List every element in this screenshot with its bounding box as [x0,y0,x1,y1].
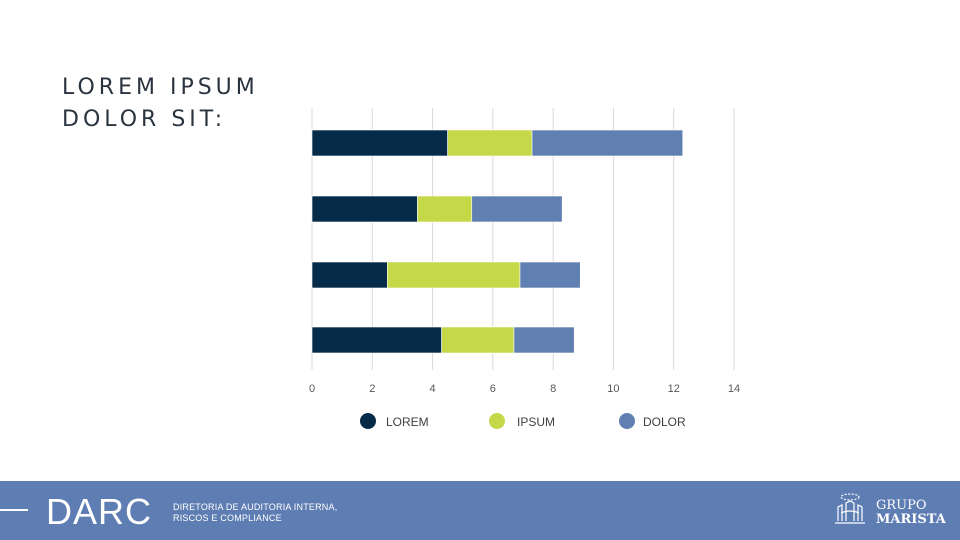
bar-segment-lorem [311,129,448,157]
bar-segment-ipsum [387,261,521,289]
bar-segment-lorem [311,195,418,223]
brand-line-2: MARISTA [876,512,946,527]
legend-label-ipsum: IPSUM [517,415,555,429]
bar-segment-dolor [513,326,575,354]
legend-marker-lorem [360,413,376,429]
chart-legend: LOREM IPSUM DOLOR [360,413,686,429]
x-tick-label: 4 [430,383,436,395]
legend-label-dolor: DOLOR [643,415,686,429]
x-tick-label: 8 [550,383,556,395]
bar-segment-dolor [519,261,581,289]
bar-segment-ipsum [447,129,533,157]
x-tick-label: 6 [490,383,496,395]
brand-name: GRUPO MARISTA [876,499,946,527]
x-tick-label: 14 [728,383,740,395]
title-line-1: LOREM IPSUM [62,75,259,100]
bar-segment-ipsum [417,195,473,223]
org-name: DIRETORIA DE AUDITORIA INTERNA, RISCOS E… [173,502,337,524]
bar-segment-dolor [471,195,563,223]
title-line-2: DOLOR SIT: [62,107,227,132]
bar-segment-lorem [311,261,388,289]
legend-label-lorem: LOREM [386,415,429,429]
legend-marker-dolor [619,413,635,429]
chart-bars [311,129,684,354]
x-tick-label: 12 [668,383,680,395]
marista-emblem-icon [835,493,865,524]
x-tick-label: 0 [309,383,315,395]
org-name-line-1: DIRETORIA DE AUDITORIA INTERNA, [173,502,338,512]
x-tick-label: 10 [607,383,619,395]
brand-logo: GRUPO MARISTA [832,491,952,531]
bar-segment-lorem [311,326,442,354]
org-name-line-2: RISCOS E COMPLIANCE [173,513,282,523]
stacked-bar-chart: 0 2 4 6 8 10 12 14 LOREM IPSUM DOLOR [309,108,740,429]
legend-marker-ipsum [489,413,505,429]
slide-title: LOREM IPSUM DOLOR SIT: [62,72,259,136]
bar-segment-dolor [531,129,684,157]
chart-x-ticks: 0 2 4 6 8 10 12 14 [309,383,740,395]
x-tick-label: 2 [369,383,375,395]
footer-bar: DARC DIRETORIA DE AUDITORIA INTERNA, RIS… [0,481,960,540]
brand-line-1: GRUPO [876,498,927,513]
footer-dash [0,509,28,511]
org-acronym: DARC [46,491,153,532]
bar-segment-ipsum [441,326,515,354]
